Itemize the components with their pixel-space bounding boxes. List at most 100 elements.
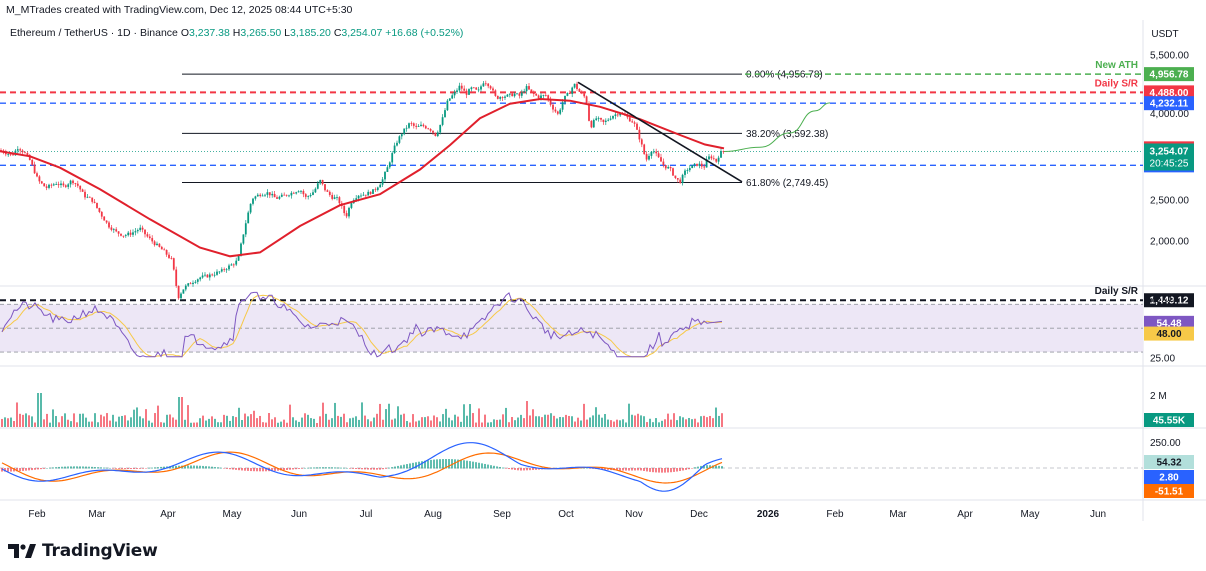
candle [38, 175, 41, 184]
candle [362, 192, 365, 196]
candle-body [124, 235, 127, 237]
symbol-name[interactable]: Ethereum / TetherUS · 1D · Binance [10, 27, 178, 39]
candle [530, 89, 533, 93]
symbol-header: Ethereum / TetherUS · 1D · Binance O3,23… [10, 27, 463, 39]
candle [120, 233, 122, 237]
candle [280, 192, 283, 198]
volume-bar [262, 422, 264, 427]
candle-body [547, 95, 550, 100]
candle [672, 167, 674, 177]
volume-bar [310, 418, 312, 427]
volume-bar [349, 418, 351, 427]
volume-bar [535, 416, 537, 427]
macd-histogram-bar [208, 466, 210, 469]
candle [314, 187, 317, 194]
volume-bar [718, 415, 720, 427]
volume-bar [145, 409, 147, 427]
candle [679, 177, 682, 184]
volume-bar [520, 414, 522, 427]
candle-body [367, 191, 370, 196]
macd-histogram-bar [91, 466, 93, 469]
candle-body [220, 269, 223, 272]
macd-histogram-bar [433, 459, 435, 469]
volume-bar [352, 417, 354, 427]
candle-body [360, 195, 362, 197]
tradingview-logo[interactable]: TradingView [8, 540, 158, 562]
ohlc-change: +16.68 (+0.52%) [385, 27, 464, 39]
macd-histogram-bar [106, 467, 108, 469]
macd-histogram-bar [289, 468, 291, 470]
candle-body [76, 183, 79, 186]
candle [79, 185, 82, 193]
candle [573, 83, 576, 89]
candle-body [288, 195, 290, 197]
macd-histogram-bar [304, 467, 306, 469]
macd-histogram-bar [424, 460, 426, 469]
candle [206, 274, 209, 278]
tradingview-logo-icon [8, 544, 36, 558]
macd-histogram-bar [607, 468, 609, 470]
macd-histogram-bar [343, 467, 345, 469]
candle [261, 193, 264, 197]
candle [494, 89, 497, 97]
volume-bar [364, 415, 366, 427]
macd-histogram-bar [691, 468, 693, 469]
candle-body [266, 192, 269, 195]
volume-bar [400, 414, 402, 427]
macd-histogram-bar [265, 468, 267, 472]
candle-body [576, 83, 578, 90]
moving-average-line [0, 97, 725, 258]
candle-body [640, 139, 643, 145]
candle [578, 88, 581, 93]
candle [139, 224, 142, 232]
macd-histogram-bar [454, 459, 456, 469]
candle-body [465, 90, 468, 95]
macd-histogram-bar [199, 465, 201, 469]
candle-body [710, 156, 713, 159]
candle [492, 86, 494, 93]
candle-body [614, 114, 617, 117]
candle-body [470, 87, 473, 90]
volume-bar [103, 416, 105, 427]
candle [391, 151, 394, 165]
volume-bar [136, 407, 138, 427]
candle [516, 92, 518, 95]
candle-body [240, 243, 242, 256]
macd-value-badge-bg [1144, 470, 1194, 484]
candle [600, 117, 602, 123]
candle-body [525, 86, 528, 92]
volume-bar [298, 421, 300, 427]
candle-body [410, 123, 413, 125]
macd-histogram-bar [1, 468, 3, 472]
candle-body [136, 230, 139, 232]
candle-body [283, 194, 286, 196]
time-axis-label: Sep [493, 509, 511, 520]
candle [597, 116, 600, 122]
candle-body [698, 163, 701, 166]
volume-bar [658, 422, 660, 427]
candle-body [669, 166, 672, 169]
candle-body [561, 102, 564, 110]
macd-histogram-bar [37, 468, 39, 470]
candle-body [631, 121, 634, 123]
candle-body [48, 184, 50, 188]
candle-body [297, 191, 300, 193]
candle-body [194, 281, 197, 283]
volume-value-badge-bg [1144, 413, 1194, 427]
candle-body [566, 93, 569, 96]
macd-histogram-bar [109, 467, 111, 469]
volume-bar [55, 416, 57, 427]
volume-bar [577, 417, 579, 427]
candle-body [127, 232, 130, 236]
candle [501, 96, 504, 102]
volume-bar [475, 422, 477, 427]
candle-body [228, 265, 230, 270]
candle-body [151, 238, 154, 242]
candle [247, 210, 250, 224]
macd-histogram-bar [331, 467, 333, 469]
candle-body [160, 246, 163, 250]
candle [482, 80, 485, 87]
macd-histogram-badge-bg [1144, 455, 1194, 469]
candle [100, 210, 103, 220]
